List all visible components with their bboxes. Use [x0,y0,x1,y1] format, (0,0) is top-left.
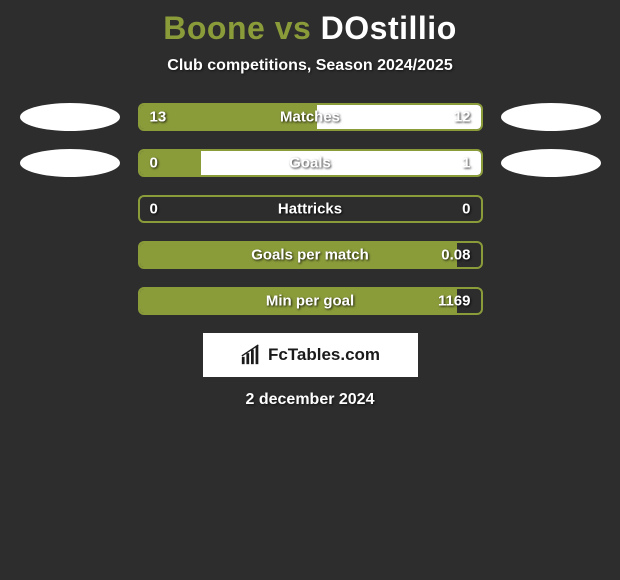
player2-name: DOstillio [321,10,457,46]
left-pill [20,103,120,131]
stat-value-left: 0 [150,201,158,218]
stat-value-left: 0 [150,155,158,172]
stat-row: Goals per match 0.08 [0,241,620,269]
left-pill [20,149,120,177]
bar-fill-right [201,151,481,175]
right-pill [501,149,601,177]
subtitle: Club competitions, Season 2024/2025 [0,57,620,75]
stat-bar: Hattricks 0 0 [138,195,483,223]
stat-bar: Goals 0 1 [138,149,483,177]
left-pill [20,287,120,315]
vs-text: vs [275,10,312,46]
stat-value-left: 13 [150,109,167,126]
logo-box: FcTables.com [203,333,418,377]
stat-value-right: 0 [462,201,470,218]
stat-label: Goals [289,155,331,172]
stat-label: Goals per match [251,247,369,264]
stat-value-right: 0.08 [441,247,470,264]
stat-bar: Matches 13 12 [138,103,483,131]
stat-value-right: 1169 [438,293,471,310]
stat-row: Min per goal 1169 [0,287,620,315]
date-text: 2 december 2024 [0,391,620,409]
right-pill [501,287,601,315]
stat-value-right: 12 [454,109,471,126]
left-pill [20,241,120,269]
right-pill [501,195,601,223]
bar-chart-icon [240,344,262,366]
stats-rows: Matches 13 12 Goals 0 1 Hattricks 0 0 Goals per m… [0,103,620,315]
stat-label: Hattricks [278,201,342,218]
right-pill [501,241,601,269]
stat-row: Goals 0 1 [0,149,620,177]
left-pill [20,195,120,223]
stat-label: Min per goal [266,293,354,310]
stat-label: Matches [280,109,340,126]
right-pill [501,103,601,131]
stat-row: Hattricks 0 0 [0,195,620,223]
stat-bar: Goals per match 0.08 [138,241,483,269]
player1-name: Boone [163,10,265,46]
logo-text: FcTables.com [268,345,380,365]
comparison-title: Boone vs DOstillio [0,0,620,47]
stat-value-right: 1 [462,155,470,172]
stat-bar: Min per goal 1169 [138,287,483,315]
stat-row: Matches 13 12 [0,103,620,131]
